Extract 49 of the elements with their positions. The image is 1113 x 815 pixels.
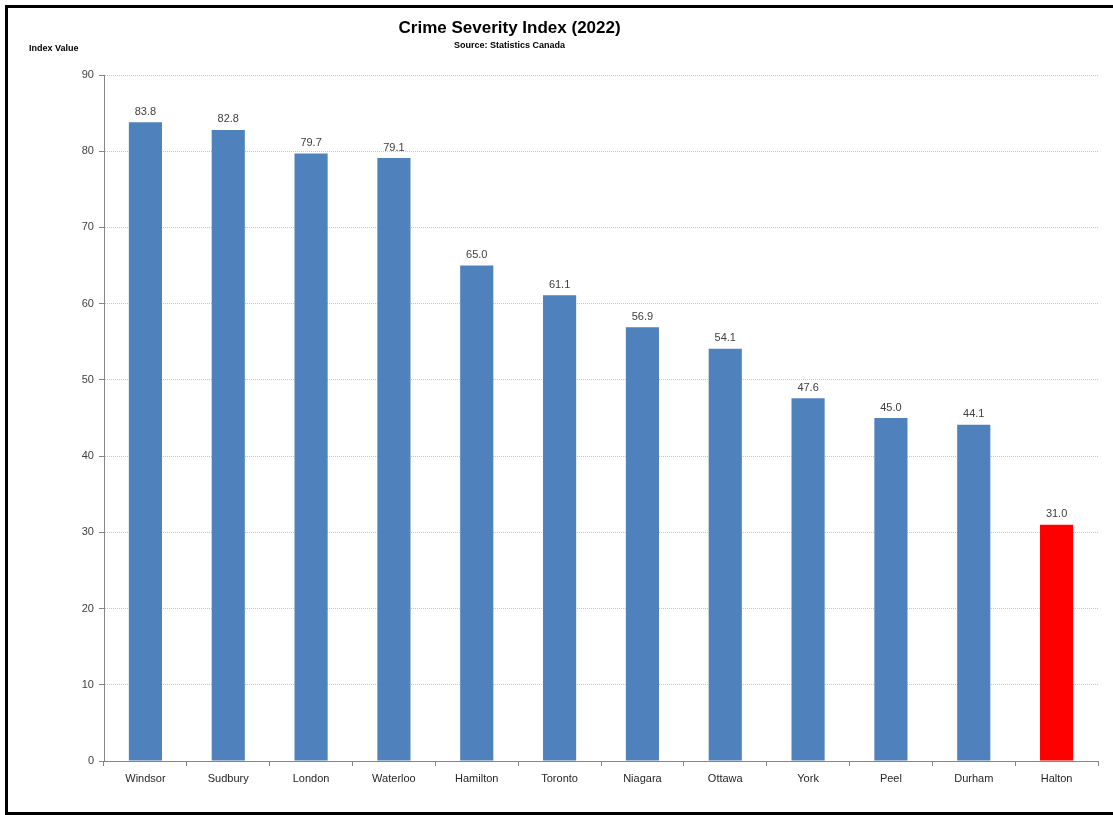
bar [294, 153, 328, 761]
y-tick-label: 80 [81, 144, 94, 157]
data-label: 54.1 [714, 331, 736, 344]
x-tick-label: Peel [879, 771, 902, 784]
x-tick-label: Halton [1040, 771, 1073, 784]
y-tick-label: 40 [81, 449, 94, 462]
x-tick-label: Durham [954, 771, 994, 784]
bar [791, 398, 825, 761]
y-tick-label: 50 [81, 372, 94, 385]
data-label: 45.0 [880, 400, 902, 413]
data-label: 56.9 [631, 309, 654, 322]
data-label: 65.0 [466, 248, 488, 261]
y-tick-label: 60 [81, 296, 94, 309]
bar [543, 295, 577, 761]
chart-title: Crime Severity Index (2022) [398, 17, 621, 37]
x-tick-label: Waterloo [372, 771, 416, 784]
bar [128, 122, 162, 761]
x-tick-label: York [797, 771, 820, 784]
y-tick-label: 10 [81, 677, 94, 690]
y-tick-label: 0 [87, 754, 94, 767]
data-label: 44.1 [963, 407, 985, 420]
x-tick-label: London [292, 771, 330, 784]
bar [1040, 524, 1074, 761]
data-label: 79.7 [300, 136, 322, 149]
bar [377, 158, 411, 761]
bar [211, 129, 245, 761]
bar [874, 418, 908, 761]
source-note: Source: Statistics Canada [454, 40, 567, 51]
data-label: 61.1 [548, 277, 571, 290]
bar [957, 424, 991, 761]
x-tick-label: Niagara [623, 771, 663, 784]
x-tick-label: Hamilton [455, 771, 499, 784]
y-tick-label: 90 [81, 68, 94, 81]
bar [708, 348, 742, 761]
bar [625, 327, 659, 761]
y-tick-label: 30 [81, 525, 94, 538]
data-label: 47.6 [797, 380, 819, 393]
x-tick-label: Windsor [125, 771, 166, 784]
y-tick-label: 70 [81, 220, 94, 233]
y-axis-title: Index Value [29, 43, 79, 54]
data-label: 83.8 [134, 104, 157, 117]
data-label: 79.1 [383, 140, 405, 153]
data-label: 82.8 [217, 112, 239, 125]
x-tick-label: Sudbury [207, 771, 250, 784]
data-label: 31.0 [1045, 507, 1068, 520]
x-tick-label: Toronto [541, 771, 578, 784]
y-tick-label: 20 [81, 601, 94, 614]
x-tick-label: Ottawa [707, 771, 744, 784]
bar [460, 265, 494, 761]
